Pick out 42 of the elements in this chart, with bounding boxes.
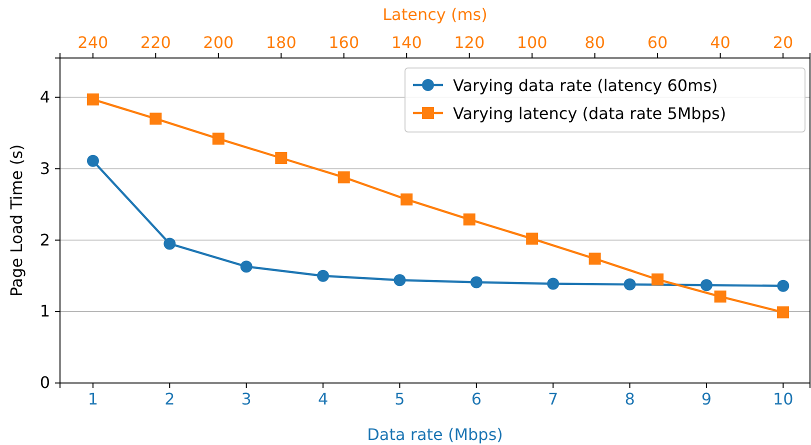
x-tick-label: 5 [394,389,405,408]
point [86,154,99,167]
x-axis-title: Data rate (Mbps) [367,425,503,444]
point [240,260,252,273]
y-tick-label: 0 [40,373,50,392]
x2-tick-label: 180 [266,33,296,52]
x2-tick-label: 100 [516,33,548,52]
x-tick-label: 10 [772,389,794,408]
y-tick-label: 4 [40,87,50,106]
x2-tick-label: 160 [328,33,360,52]
x2-tick-label: 80 [584,33,605,52]
x2-tick-label: 200 [203,33,234,52]
x2-axis-title: Latency (ms) [382,5,488,24]
x2-tick-label: 220 [140,33,171,52]
x-tick-label: 7 [548,389,558,408]
x-tick-label: 1 [88,389,98,408]
y-axis-title: Page Load Time (s) [7,144,26,297]
point [777,280,790,292]
legend-label: Varying data rate (latency 60ms) [453,76,718,95]
x2-tick-label: 240 [78,33,108,52]
point [164,238,176,250]
x2-tick-label: 140 [391,33,422,52]
x2-tick-label: 40 [710,33,730,52]
x-tick-label: 3 [241,389,252,408]
point [547,278,560,290]
x-tick-label: 6 [471,389,482,408]
x2-tick-label: 120 [454,33,485,52]
x2-tick-label: 60 [647,33,668,52]
y-tick-label: 3 [40,158,50,178]
x-tick-label: 8 [624,389,635,408]
x2-tick-label: 20 [772,33,794,52]
point [700,279,712,292]
point [394,274,406,286]
x-tick-label: 4 [318,389,328,408]
point [470,276,482,288]
point [624,278,636,290]
x-tick-label: 9 [701,389,712,408]
legend-label: Varying latency (data rate 5Mbps) [453,104,726,123]
y-tick-label: 2 [40,230,50,250]
y-tick-label: 1 [40,302,50,321]
point [317,270,330,282]
x-tick-label: 2 [164,389,175,408]
